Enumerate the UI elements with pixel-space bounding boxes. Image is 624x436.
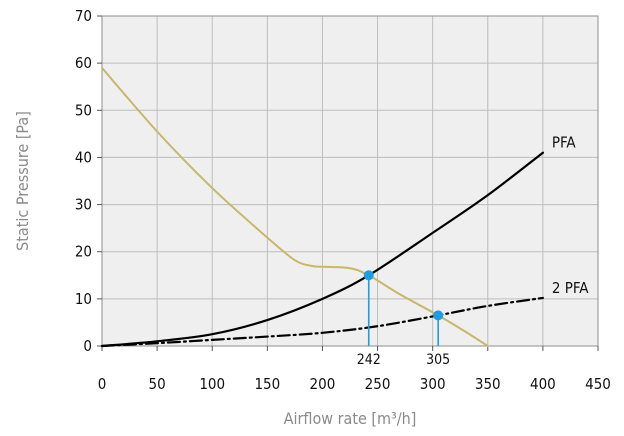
operating-point-marker — [363, 270, 374, 281]
y-tick-label: 40 — [75, 148, 92, 166]
x-tick-label: 150 — [254, 375, 280, 393]
series-label: PFA — [552, 134, 577, 152]
x-axis-title: Airflow rate [m³/h] — [284, 409, 417, 428]
plot-frame — [101, 15, 599, 347]
series-line-2-pfa — [100, 296, 544, 348]
y-tick-label: 60 — [75, 54, 92, 72]
x-tick-label: 200 — [310, 375, 336, 393]
x-tick-label: 450 — [585, 375, 611, 393]
x-tick-label: 50 — [149, 375, 166, 393]
y-tick-label: 30 — [75, 196, 92, 214]
operating-point-marker — [433, 310, 444, 321]
x-tick-label: 300 — [420, 375, 446, 393]
y-tick-label: 10 — [75, 290, 92, 308]
y-axis-title: Static Pressure [Pa] — [13, 111, 32, 251]
operating-point-label: 242 — [357, 352, 381, 368]
x-tick-label: 250 — [365, 375, 391, 393]
x-tick-label: 400 — [530, 375, 556, 393]
y-tick-label: 70 — [75, 7, 92, 25]
plot-area — [102, 16, 598, 346]
y-tick-label: 50 — [75, 101, 92, 119]
y-tick-label: 0 — [83, 337, 92, 355]
y-tick-label: 20 — [75, 243, 92, 261]
x-tick-label: 0 — [98, 375, 107, 393]
series-label: 2 PFA — [552, 279, 589, 297]
x-tick-label: 350 — [475, 375, 501, 393]
series-line-pfa — [100, 151, 544, 348]
x-tick-label: 100 — [199, 375, 225, 393]
operating-point-label: 305 — [426, 352, 450, 368]
